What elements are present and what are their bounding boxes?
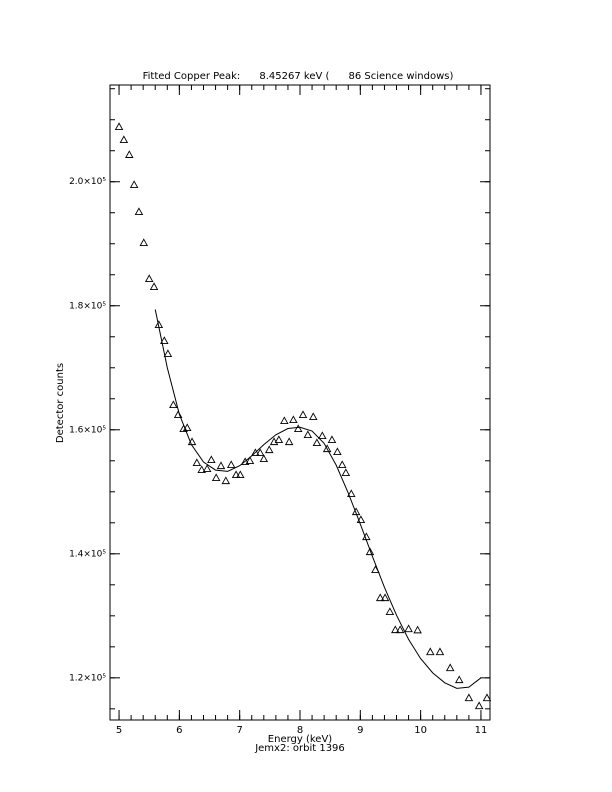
- data-point: [322, 444, 332, 453]
- data-point: [298, 410, 308, 419]
- data-point: [245, 456, 255, 465]
- data-point: [351, 507, 361, 516]
- data-point: [134, 207, 144, 216]
- data-point: [216, 461, 226, 470]
- data-point: [182, 423, 192, 432]
- data-point: [445, 663, 455, 672]
- data-point: [163, 349, 173, 358]
- data-point: [149, 282, 159, 290]
- data-point: [337, 460, 347, 469]
- data-point: [160, 336, 169, 344]
- x-tick-label: 5: [116, 725, 122, 736]
- data-point: [125, 150, 134, 158]
- data-point: [236, 470, 245, 479]
- data-point: [169, 400, 178, 409]
- data-point: [284, 437, 294, 446]
- x-tick-label: 8: [297, 725, 303, 736]
- data-point: [119, 135, 129, 144]
- data-point: [482, 693, 492, 702]
- data-point: [347, 489, 356, 498]
- data-point: [240, 457, 250, 466]
- data-point: [251, 448, 260, 457]
- data-point: [129, 180, 139, 188]
- data-point: [114, 122, 124, 130]
- data-point: [413, 625, 422, 634]
- x-tick-label: 7: [236, 725, 242, 736]
- data-point: [318, 431, 327, 440]
- data-point: [375, 593, 385, 602]
- data-point: [327, 435, 337, 444]
- data-point: [280, 416, 289, 425]
- data-point: [435, 647, 445, 656]
- data-point: [144, 274, 154, 282]
- data-point: [454, 675, 464, 684]
- data-point: [309, 412, 318, 421]
- data-point: [274, 435, 284, 444]
- y-tick-label: 1.6×10⁵: [69, 425, 106, 435]
- y-tick-label: 1.8×10⁵: [69, 301, 106, 311]
- data-point: [207, 455, 216, 464]
- data-point: [312, 438, 322, 447]
- x-tick-label: 10: [414, 725, 427, 736]
- data-point: [211, 473, 221, 482]
- data-point: [231, 470, 241, 479]
- x-tick-label: 9: [357, 725, 363, 736]
- data-point: [255, 448, 265, 457]
- plot-frame: [109, 84, 491, 721]
- data-point: [404, 624, 413, 633]
- data-point: [289, 415, 298, 424]
- data-point: [395, 625, 405, 634]
- data-point: [139, 238, 149, 247]
- data-point: [333, 447, 342, 456]
- data-point: [356, 515, 366, 524]
- chart-title: Fitted Copper Peak: 8.45267 keV ( 86 Sci…: [143, 71, 454, 82]
- data-point: [293, 424, 303, 433]
- data-point: [202, 464, 212, 473]
- data-point: [303, 430, 313, 439]
- x-tick-label: 11: [475, 725, 488, 736]
- x-axis-label: Energy (keV): [268, 734, 333, 745]
- fit-line: [154, 309, 482, 689]
- data-point: [226, 460, 236, 469]
- data-point: [464, 693, 474, 702]
- data-point: [264, 445, 274, 454]
- data-point: [197, 465, 206, 474]
- y-tick-label: 2.0×10⁵: [69, 177, 106, 187]
- data-point: [474, 701, 484, 710]
- data-point: [391, 625, 400, 634]
- data-point: [192, 458, 202, 467]
- x-tick-label: 6: [176, 725, 182, 736]
- subtitle: Jemx2: orbit 1396: [254, 743, 345, 754]
- data-point: [380, 593, 390, 602]
- data-point: [365, 547, 375, 556]
- data-point: [341, 468, 351, 477]
- data-point: [385, 607, 395, 616]
- y-tick-label: 1.2×10⁵: [69, 673, 106, 683]
- data-point: [259, 454, 269, 463]
- y-axis-label: Detector counts: [55, 363, 66, 443]
- data-point: [426, 647, 435, 656]
- data-point: [221, 476, 231, 485]
- y-tick-label: 1.4×10⁵: [69, 549, 106, 559]
